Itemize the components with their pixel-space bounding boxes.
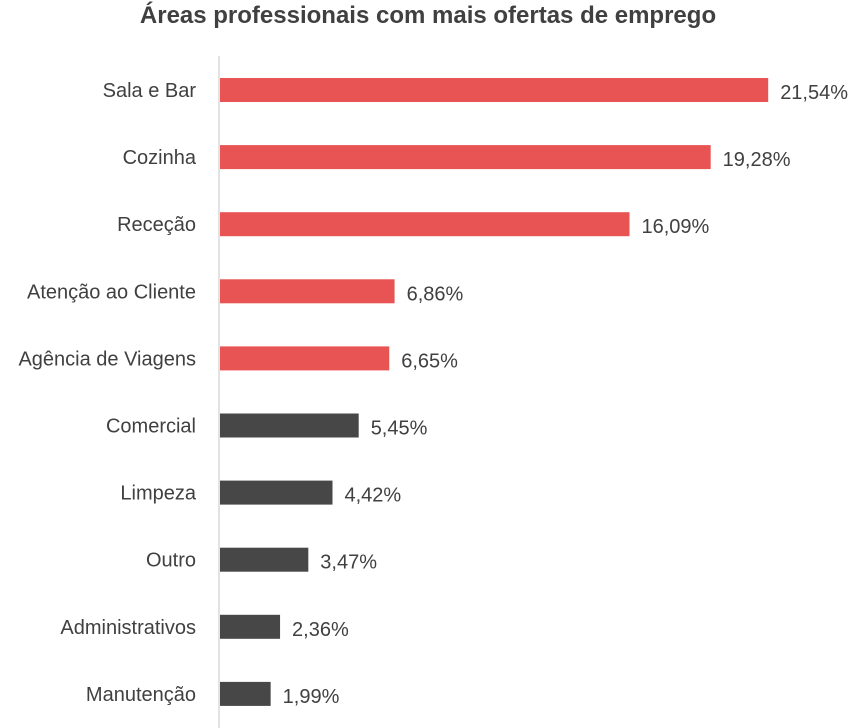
value-label: 4,42% bbox=[344, 485, 401, 507]
bar bbox=[220, 346, 390, 371]
category-label: Outro bbox=[146, 550, 196, 572]
bar bbox=[220, 212, 630, 237]
value-label: 16,09% bbox=[641, 216, 709, 238]
category-label: Cozinha bbox=[123, 147, 197, 169]
value-label: 6,65% bbox=[401, 350, 458, 372]
bar bbox=[220, 547, 309, 572]
value-label: 21,54% bbox=[780, 82, 848, 104]
value-label: 2,36% bbox=[292, 619, 349, 641]
bar bbox=[220, 145, 711, 170]
category-label: Agência de Viagens bbox=[18, 348, 196, 370]
category-label: Limpeza bbox=[120, 483, 196, 505]
category-label: Comercial bbox=[106, 416, 196, 438]
bar bbox=[220, 681, 271, 706]
category-label: Receção bbox=[117, 214, 196, 236]
bar bbox=[220, 78, 769, 102]
value-label: 1,99% bbox=[283, 686, 340, 708]
value-label: 6,86% bbox=[407, 283, 464, 305]
chart-title: Áreas professionais com mais ofertas de … bbox=[139, 2, 717, 29]
value-label: 5,45% bbox=[371, 418, 428, 440]
category-label: Sala e Bar bbox=[103, 80, 197, 102]
bar bbox=[220, 413, 359, 438]
category-label: Administrativos bbox=[60, 617, 196, 639]
bar bbox=[220, 614, 281, 639]
category-label: Manutenção bbox=[86, 684, 196, 706]
value-label: 19,28% bbox=[723, 149, 791, 171]
value-label: 3,47% bbox=[320, 552, 377, 574]
category-label: Atenção ao Cliente bbox=[27, 281, 196, 303]
bar bbox=[220, 279, 395, 304]
bar bbox=[220, 480, 333, 505]
